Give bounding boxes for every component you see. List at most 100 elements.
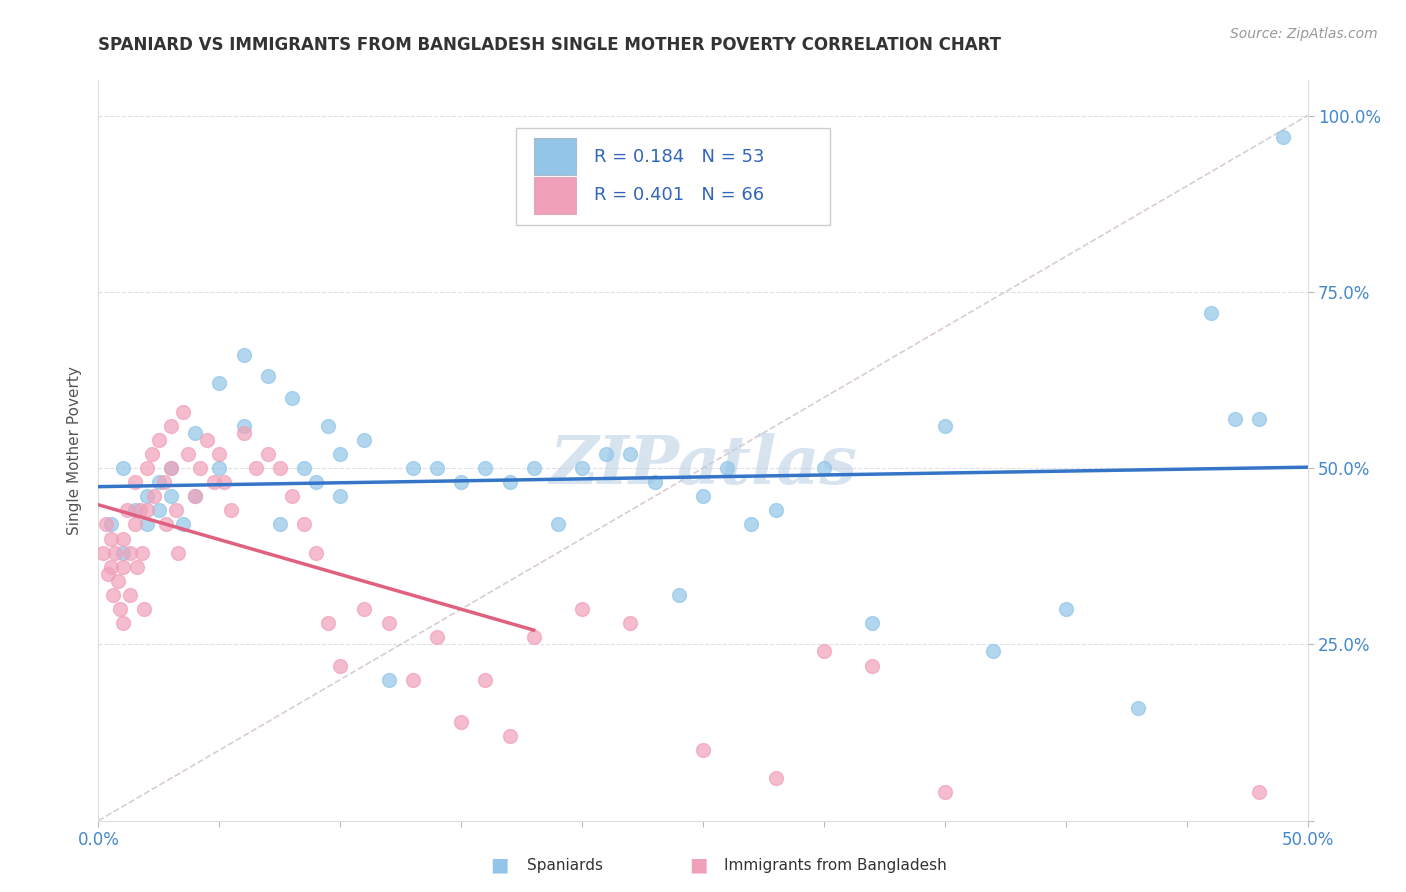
Point: [152, 475, 174, 490]
Point: [813, 461, 835, 475]
Bar: [516, 128, 830, 225]
Point: [135, 461, 157, 475]
Point: [91, 546, 114, 560]
Point: [212, 475, 235, 490]
Point: [1128, 701, 1150, 715]
Point: [111, 461, 134, 475]
Point: [692, 489, 714, 503]
Point: [474, 673, 496, 687]
Point: [134, 602, 156, 616]
Text: R = 0.184   N = 53: R = 0.184 N = 53: [595, 147, 765, 166]
Point: [184, 425, 207, 440]
Point: [269, 517, 291, 532]
Point: [118, 588, 141, 602]
Point: [426, 461, 449, 475]
Point: [329, 489, 352, 503]
Text: R = 0.401   N = 66: R = 0.401 N = 66: [595, 186, 765, 204]
Bar: [534, 138, 576, 175]
Point: [221, 503, 243, 517]
Point: [135, 503, 157, 517]
Point: [292, 517, 315, 532]
Point: [128, 503, 150, 517]
Text: Spaniards: Spaniards: [527, 858, 603, 872]
Point: [1054, 602, 1077, 616]
Point: [127, 559, 149, 574]
Point: [981, 644, 1004, 658]
Point: [402, 673, 425, 687]
Point: [740, 517, 762, 532]
Point: [498, 475, 520, 490]
Point: [498, 729, 520, 743]
Point: [148, 503, 170, 517]
Point: [860, 658, 883, 673]
Point: [104, 546, 127, 560]
Text: Source: ZipAtlas.com: Source: ZipAtlas.com: [1230, 27, 1378, 41]
Y-axis label: Single Mother Poverty: Single Mother Poverty: [67, 366, 83, 535]
Point: [1249, 411, 1271, 425]
Point: [148, 475, 170, 490]
Point: [107, 574, 129, 588]
Point: [208, 461, 231, 475]
Point: [523, 630, 546, 644]
Point: [281, 391, 304, 405]
Point: [523, 461, 546, 475]
Point: [148, 433, 170, 447]
Point: [329, 658, 352, 673]
Point: [571, 461, 593, 475]
Point: [426, 630, 449, 644]
Point: [135, 517, 157, 532]
Point: [316, 616, 339, 631]
Point: [644, 475, 666, 490]
Point: [177, 447, 200, 461]
Point: [184, 489, 207, 503]
Point: [111, 546, 134, 560]
Text: ■: ■: [489, 855, 509, 875]
Point: [100, 559, 122, 574]
Point: [316, 418, 339, 433]
Point: [124, 475, 146, 490]
Text: ZIPatlas: ZIPatlas: [550, 433, 856, 498]
Point: [101, 588, 124, 602]
Point: [860, 616, 883, 631]
Point: [269, 461, 291, 475]
Point: [377, 616, 399, 631]
Point: [692, 743, 714, 757]
Point: [281, 489, 304, 503]
Point: [292, 461, 315, 475]
Point: [131, 546, 153, 560]
Point: [117, 503, 139, 517]
Point: [124, 503, 146, 517]
Point: [94, 517, 117, 532]
Point: [135, 489, 157, 503]
Point: [124, 517, 146, 532]
Point: [256, 447, 278, 461]
Point: [143, 489, 166, 503]
Point: [474, 461, 496, 475]
Point: [172, 405, 194, 419]
Point: [547, 517, 569, 532]
Point: [167, 546, 190, 560]
Point: [402, 461, 425, 475]
Point: [111, 559, 134, 574]
Point: [256, 369, 278, 384]
Point: [353, 602, 375, 616]
Point: [765, 503, 787, 517]
Point: [160, 461, 183, 475]
Point: [619, 616, 641, 631]
Point: [450, 475, 472, 490]
Point: [1223, 411, 1246, 425]
Point: [160, 418, 183, 433]
Point: [232, 425, 254, 440]
Point: [1249, 785, 1271, 799]
Point: [571, 602, 593, 616]
Point: [188, 461, 211, 475]
Point: [450, 714, 472, 729]
Point: [111, 616, 134, 631]
Point: [108, 602, 131, 616]
Point: [100, 517, 122, 532]
Point: [668, 588, 690, 602]
Point: [184, 489, 207, 503]
Point: [1199, 306, 1222, 320]
Point: [353, 433, 375, 447]
Point: [160, 489, 183, 503]
